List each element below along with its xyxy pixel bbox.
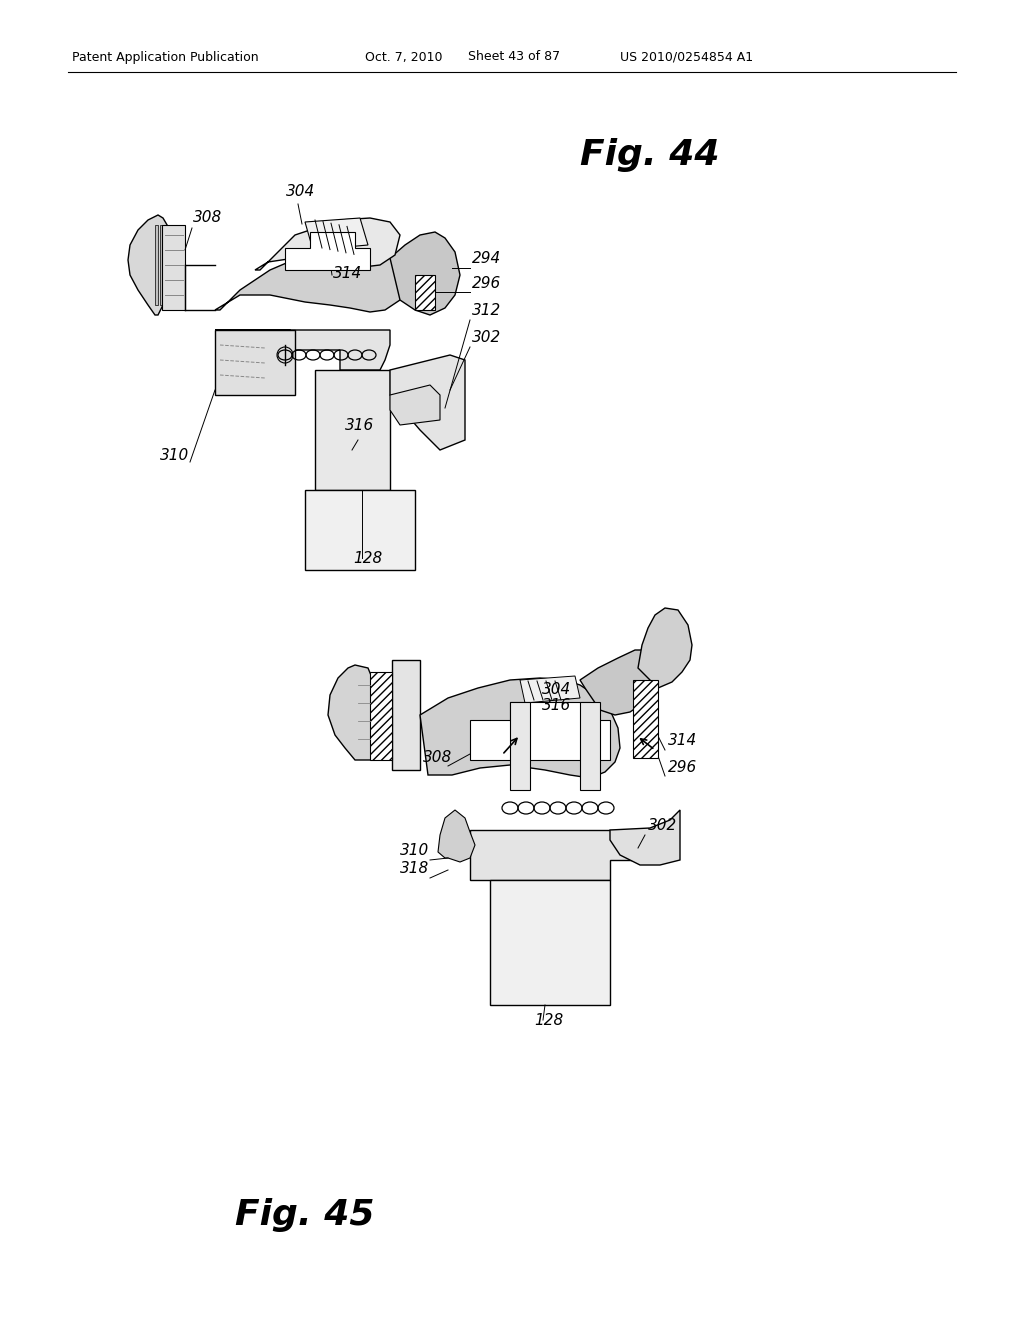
Text: 296: 296 [668,760,697,775]
Text: 308: 308 [193,210,222,224]
Polygon shape [510,702,530,789]
Polygon shape [390,232,460,315]
Polygon shape [255,218,400,271]
Text: 294: 294 [472,251,502,267]
Text: Fig. 44: Fig. 44 [580,139,720,172]
Polygon shape [438,810,475,862]
Text: 128: 128 [534,1012,563,1028]
Polygon shape [315,370,390,490]
Polygon shape [490,880,610,1005]
Polygon shape [470,702,610,760]
Polygon shape [580,649,660,715]
Text: Fig. 45: Fig. 45 [234,1199,375,1232]
Polygon shape [390,385,440,425]
Text: 128: 128 [353,550,382,566]
Polygon shape [420,678,620,777]
Polygon shape [580,702,600,789]
Text: 316: 316 [542,698,571,713]
Polygon shape [285,232,370,271]
Polygon shape [162,224,185,310]
Polygon shape [305,490,415,570]
Polygon shape [170,224,173,305]
Text: US 2010/0254854 A1: US 2010/0254854 A1 [620,50,753,63]
Polygon shape [470,830,650,880]
Polygon shape [160,224,163,305]
Polygon shape [633,680,658,758]
Text: 302: 302 [648,818,677,833]
Polygon shape [610,810,680,865]
Text: 314: 314 [668,733,697,748]
Text: 312: 312 [472,304,502,318]
Text: 310: 310 [160,447,189,463]
Text: 308: 308 [423,750,453,766]
Text: 316: 316 [345,418,374,433]
Polygon shape [165,224,168,305]
Text: 318: 318 [400,861,429,876]
Text: 304: 304 [542,682,571,697]
Polygon shape [638,609,692,688]
Polygon shape [415,275,435,310]
Polygon shape [390,355,465,450]
Polygon shape [215,330,390,370]
Text: 314: 314 [333,267,362,281]
Polygon shape [328,665,378,760]
Polygon shape [305,218,368,249]
Polygon shape [215,330,295,395]
Text: Sheet 43 of 87: Sheet 43 of 87 [468,50,560,63]
Polygon shape [155,224,158,305]
Text: Patent Application Publication: Patent Application Publication [72,50,259,63]
Text: 304: 304 [286,183,315,199]
Text: Oct. 7, 2010: Oct. 7, 2010 [365,50,442,63]
Polygon shape [215,248,406,312]
Text: 310: 310 [400,843,429,858]
Polygon shape [128,215,170,315]
Polygon shape [520,676,580,704]
Polygon shape [370,672,392,760]
Text: 296: 296 [472,276,502,290]
Polygon shape [392,660,420,770]
Text: 302: 302 [472,330,502,345]
